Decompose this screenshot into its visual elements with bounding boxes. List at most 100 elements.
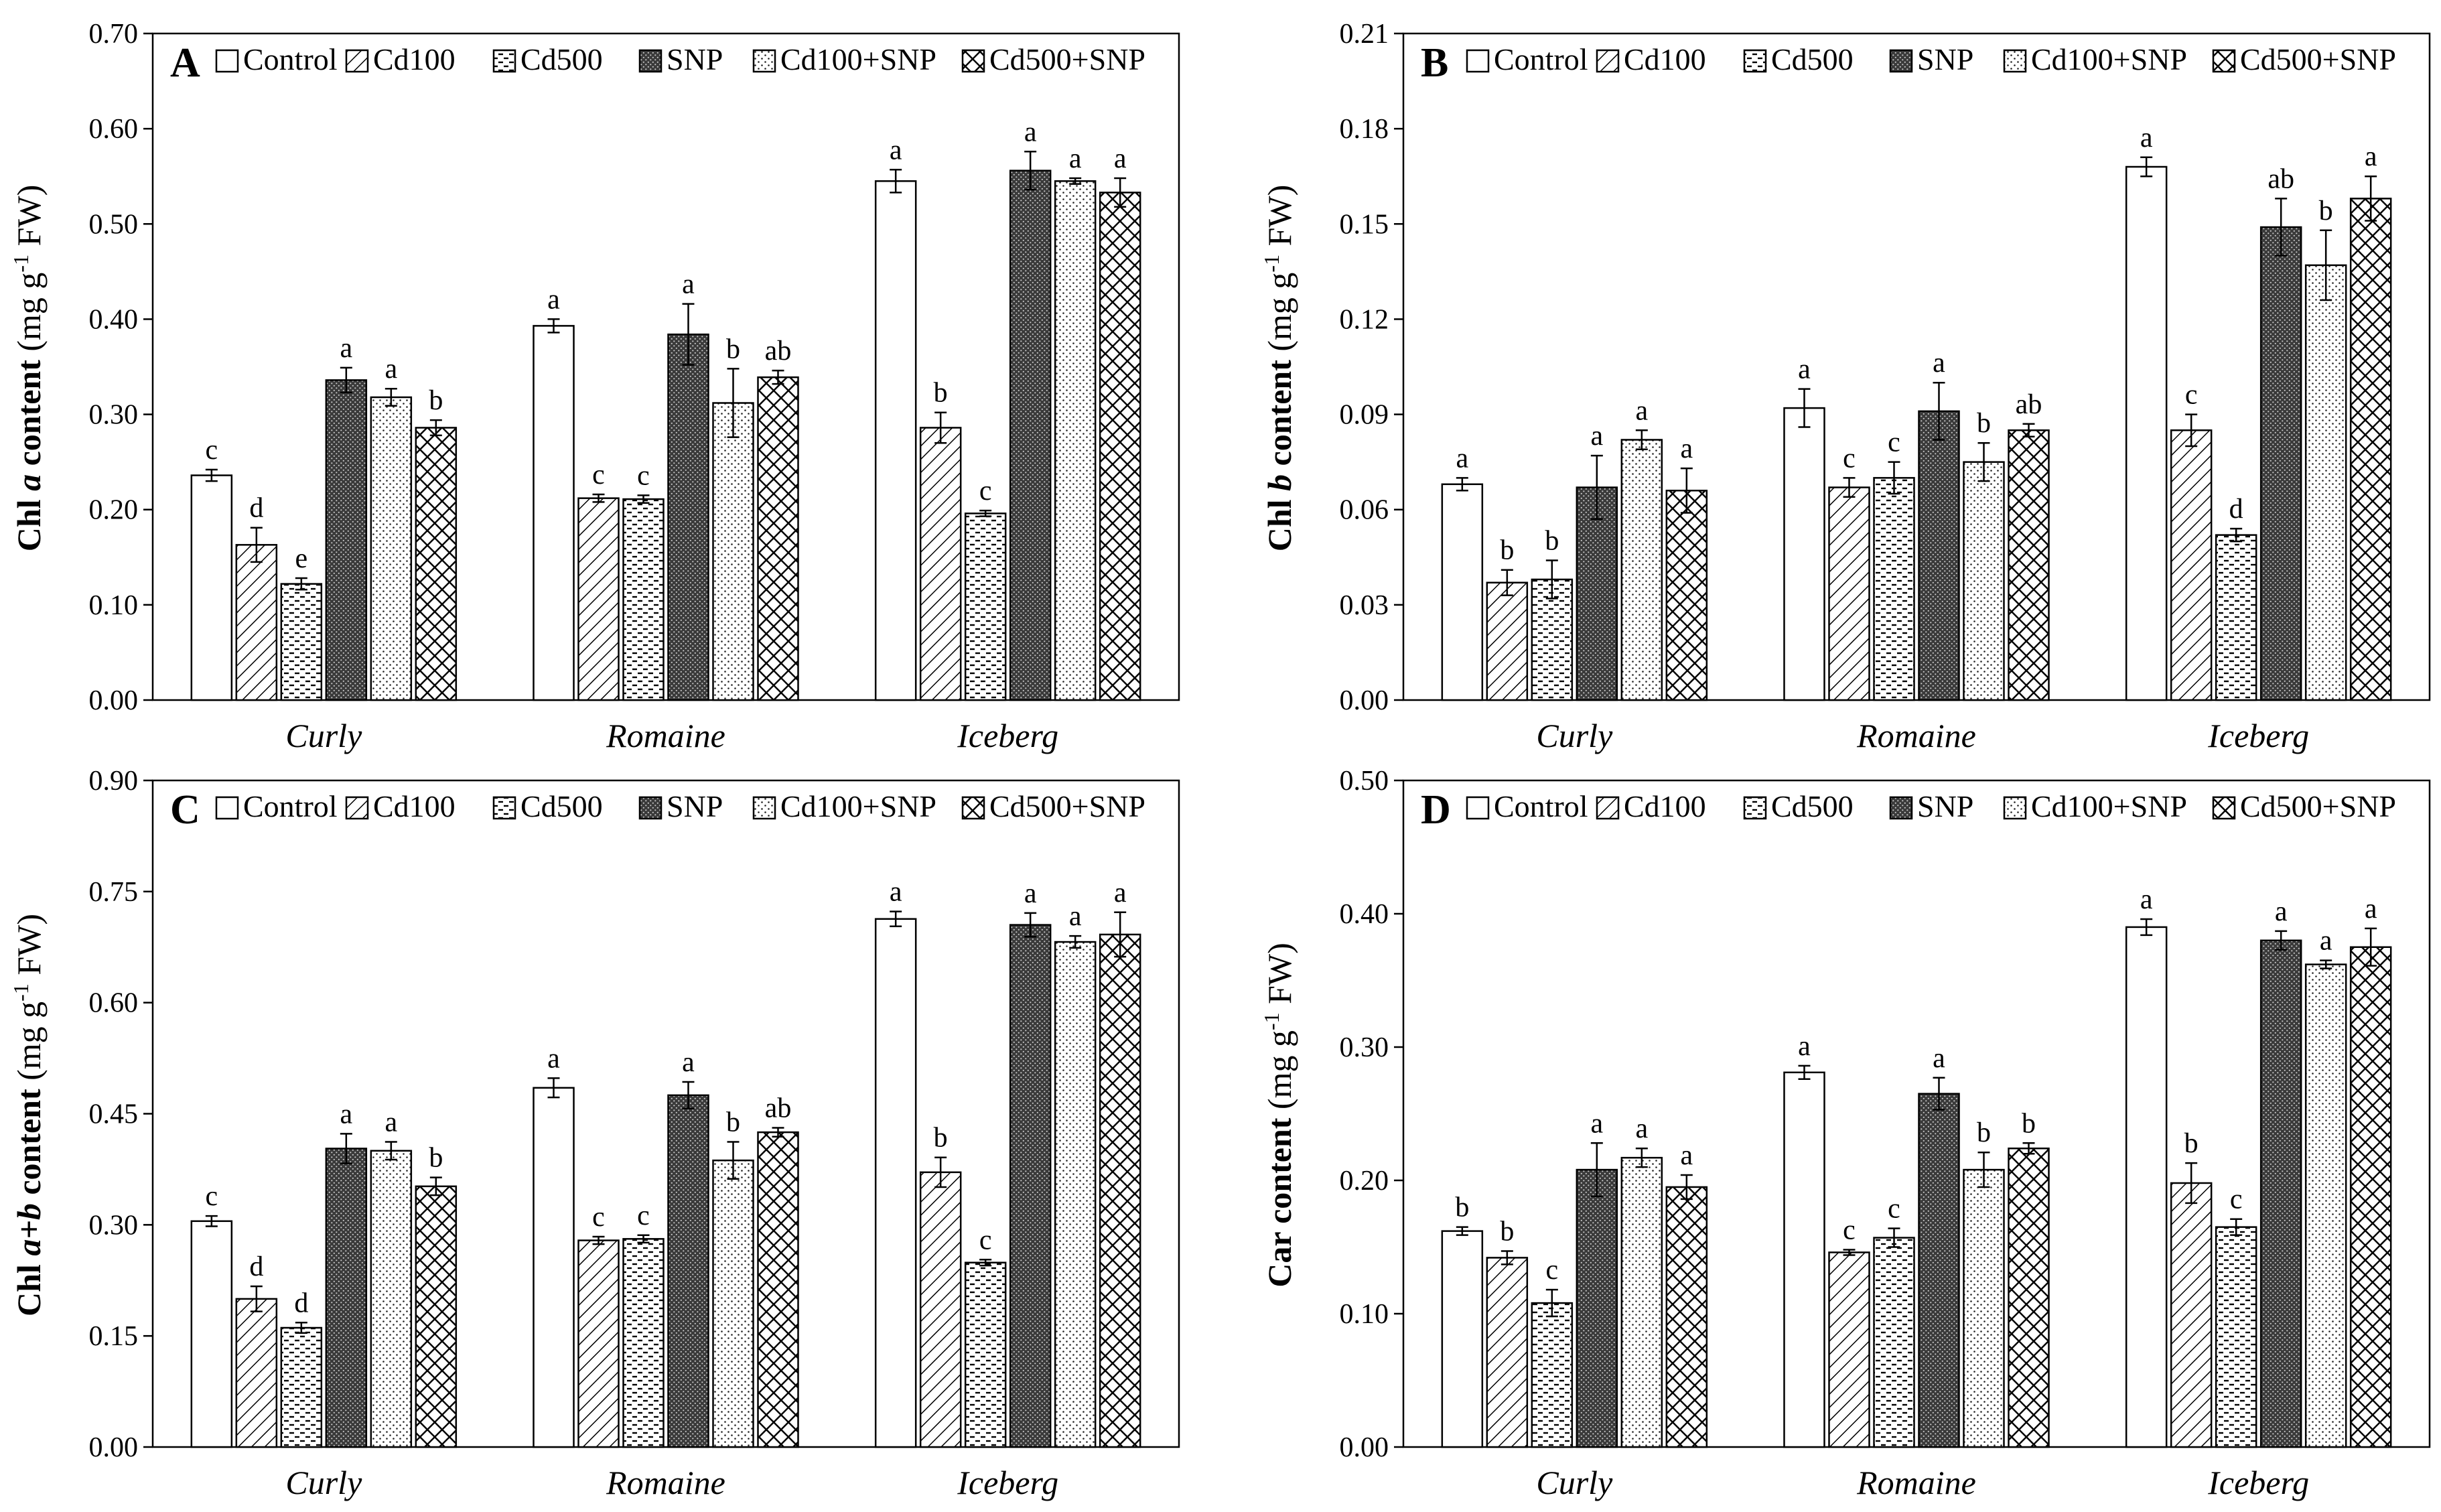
significance-letter: a [1681, 433, 1693, 464]
significance-letter: b [934, 1123, 948, 1154]
bar-cd500-plus-snp-iceberg [2349, 198, 2392, 701]
legend-swatch-cd100 [1596, 49, 1620, 73]
significance-letter: a [1681, 1140, 1693, 1171]
legend-label-cd100-plus-snp: Cd100+SNP [2031, 789, 2187, 823]
y-tick-label: 0.00 [1340, 1432, 1389, 1463]
y-tick-label: 0.50 [1340, 766, 1389, 797]
significance-letter: a [1069, 901, 1082, 932]
bar-cd500-romaine [1873, 1237, 1915, 1448]
y-tick-label: 0.90 [89, 766, 139, 797]
bar-snp-iceberg [1009, 169, 1052, 701]
bar-control-curly [1441, 483, 1484, 701]
bar-cd500-curly [280, 1326, 323, 1448]
y-axis-label: Chl a+b content (mg g-1 FW) [9, 914, 48, 1316]
y-tick-label: 0.70 [89, 19, 139, 50]
significance-letter: ab [2268, 163, 2294, 194]
legend-swatch-cd100-plus-snp [2003, 49, 2027, 73]
bar-cd100-plus-snp-curly [1620, 439, 1663, 701]
significance-letter: ab [765, 336, 792, 366]
bar-cd100-plus-snp-curly [1620, 1156, 1663, 1448]
significance-letter: c [1888, 427, 1900, 458]
bar-snp-iceberg [2259, 226, 2302, 701]
significance-letter: b [2319, 196, 2333, 226]
panel-c: 0.00 0.15 0.30 0.45 0.60 0.75 0.90 Chl a+b cont… [9, 766, 1180, 1501]
legend-label-cd500-plus-snp: Cd500+SNP [2240, 789, 2396, 823]
significance-letter: d [2229, 494, 2243, 525]
significance-letter: ab [765, 1093, 792, 1124]
legend: Control Cd100 Cd500 SNP Cd100+SNP Cd500+SNP [215, 42, 1145, 76]
significance-letter: a [2140, 884, 2153, 915]
bar-cd500-iceberg [2215, 1226, 2257, 1448]
legend-label-control: Control [243, 789, 338, 823]
bar-cd100-plus-snp-romaine [1963, 1168, 2005, 1448]
y-tick-label: 0.30 [89, 1210, 139, 1241]
y-tick-label: 0.30 [89, 400, 139, 431]
legend-swatch-cd500 [492, 796, 516, 820]
y-axis-label: Chl b content (mg g-1 FW) [1259, 185, 1298, 551]
y-tick-label: 0.15 [1340, 209, 1389, 240]
legend-label-control: Control [1494, 789, 1588, 823]
bar-snp-iceberg [1009, 924, 1052, 1448]
bar-cd100-plus-snp-romaine [712, 1159, 754, 1448]
bar-cd500-plus-snp-iceberg [1099, 192, 1141, 701]
bar-snp-romaine [1918, 410, 1960, 701]
bar-cd500-plus-snp-curly [415, 1185, 458, 1448]
bar-cd100-plus-snp-iceberg [2304, 264, 2347, 701]
significance-letter: b [429, 385, 443, 416]
bar-snp-romaine [667, 333, 709, 701]
panel-letter: A [170, 40, 200, 86]
significance-letter: c [1843, 443, 1856, 474]
bar-cd100-iceberg [919, 427, 962, 701]
bar-control-curly [190, 1220, 233, 1448]
significance-letter: a [1024, 117, 1037, 147]
significance-letter: a [385, 1107, 398, 1138]
y-tick-label: 0.21 [1340, 19, 1389, 50]
significance-letter: b [2184, 1128, 2199, 1159]
bar-cd500-plus-snp-romaine [757, 376, 799, 701]
bar-control-curly [1441, 1230, 1484, 1448]
significance-letter: c [592, 1202, 605, 1233]
legend-swatch-cd100-plus-snp [752, 796, 776, 820]
legend-label-cd100: Cd100 [1624, 789, 1706, 823]
y-tick-label: 0.00 [1340, 685, 1389, 716]
bar-cd100-plus-snp-curly [370, 1150, 413, 1448]
legend-swatch-control [215, 49, 239, 73]
category-label-romaine: Romaine [606, 717, 725, 754]
legend-swatch-control [215, 796, 239, 820]
y-tick-label: 0.10 [89, 590, 139, 621]
bar-snp-iceberg [2259, 939, 2302, 1448]
bar-cd100-plus-snp-romaine [1963, 461, 2005, 701]
y-tick-label: 0.20 [1340, 1166, 1389, 1196]
significance-letter: a [1114, 878, 1127, 908]
legend-swatch-cd500-plus-snp [2212, 796, 2236, 820]
significance-letter: a [1636, 395, 1649, 426]
legend-label-snp: SNP [667, 42, 723, 76]
significance-letter: a [2365, 894, 2377, 924]
significance-letter: ab [2016, 389, 2042, 420]
significance-letter: b [1500, 535, 1514, 566]
legend-swatch-control [1466, 796, 1490, 820]
significance-letter: a [547, 1043, 560, 1074]
significance-letter: c [2185, 380, 2198, 411]
bar-cd500-plus-snp-iceberg [1099, 933, 1141, 1448]
bar-control-romaine [1783, 1071, 1825, 1448]
significance-letter: a [1933, 348, 1945, 379]
legend-label-cd100: Cd100 [1624, 42, 1706, 76]
legend-swatch-cd500 [1743, 796, 1767, 820]
panel-b: 0.00 0.03 0.06 0.09 0.12 0.15 0.18 0.21 Chl b co… [1259, 19, 2431, 754]
bar-snp-curly [1576, 486, 1618, 701]
legend-label-cd100-plus-snp: Cd100+SNP [2031, 42, 2187, 76]
legend-swatch-snp [1889, 49, 1913, 73]
bar-cd500-iceberg [2215, 534, 2257, 701]
significance-letter: c [637, 1200, 650, 1231]
y-tick-label: 0.09 [1340, 400, 1389, 431]
significance-letter: a [1798, 1031, 1811, 1062]
legend-label-cd500: Cd500 [520, 42, 603, 76]
significance-letter: a [1591, 421, 1604, 452]
y-tick-label: 0.12 [1340, 304, 1389, 335]
significance-letter: a [385, 354, 398, 385]
significance-letter: b [726, 334, 740, 364]
bar-cd500-curly [1531, 578, 1574, 701]
significance-letter: c [979, 1225, 992, 1255]
